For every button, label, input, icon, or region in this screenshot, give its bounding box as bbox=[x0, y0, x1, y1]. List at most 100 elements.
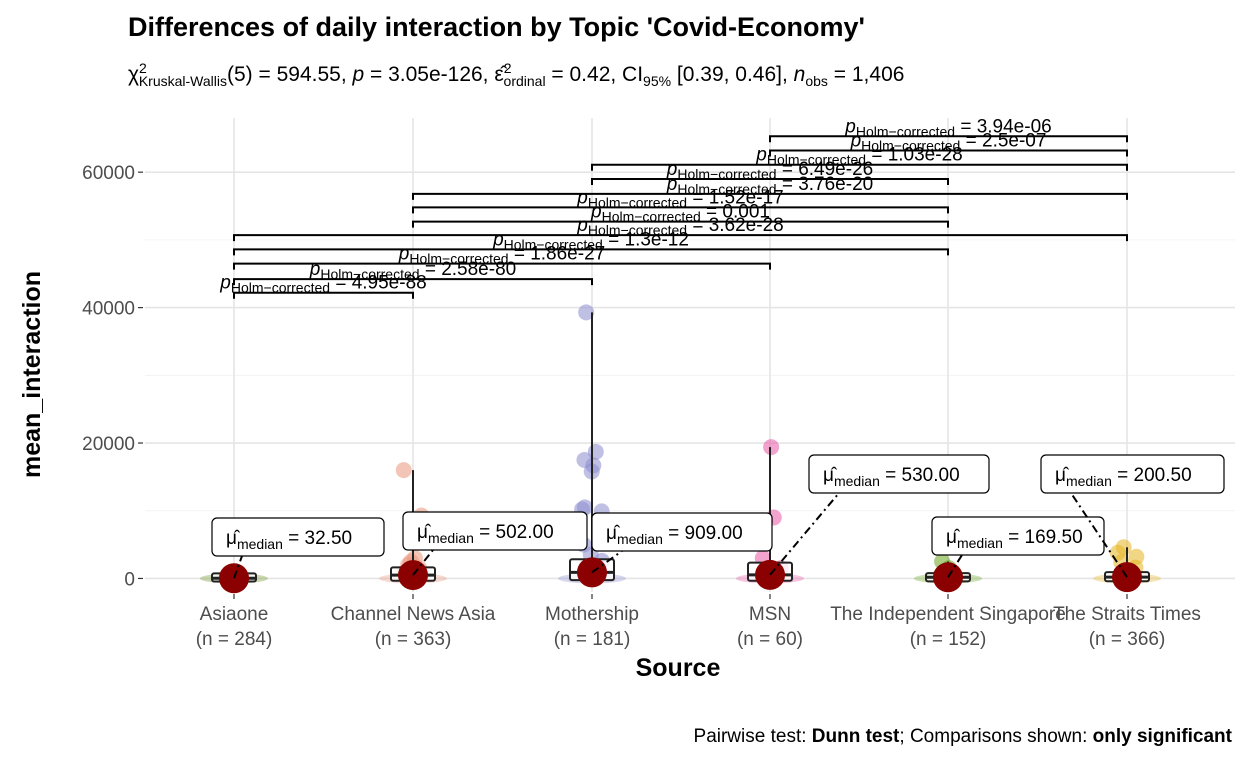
y-tick-label: 20000 bbox=[82, 434, 135, 455]
y-tick-label: 0 bbox=[124, 569, 135, 590]
y-tick-label: 60000 bbox=[82, 163, 135, 184]
comparison-bracket: pHolm−corrected = 4.95e-88 bbox=[219, 273, 427, 299]
median-sub: median bbox=[617, 531, 663, 547]
median-label-box bbox=[931, 516, 1105, 556]
grid-lines bbox=[145, 118, 1235, 592]
median-label-text: μ̂median = 909.00 bbox=[606, 523, 743, 547]
bracket-label: pHolm−corrected = 3.94e-06 bbox=[844, 116, 1051, 139]
p-sub: Holm−corrected bbox=[231, 280, 330, 296]
p-value: = 3.62e-28 bbox=[687, 215, 784, 236]
subtitle-ci-sub: 95% bbox=[643, 73, 672, 90]
subtitle-p-value: = 3.05e-126, bbox=[364, 63, 495, 86]
p-symbol: p bbox=[844, 116, 856, 137]
subtitle-eps-value: = 0.42, CI bbox=[545, 63, 644, 86]
x-tick-count-label: (n = 60) bbox=[737, 629, 803, 650]
median-label: μ̂median = 169.50 bbox=[931, 516, 1105, 578]
x-tick-count-label: (n = 284) bbox=[196, 629, 273, 650]
median-value: = 169.50 bbox=[1003, 527, 1083, 548]
subtitle-p-symbol: p bbox=[352, 63, 365, 86]
subtitle-n-sub: obs bbox=[805, 73, 828, 90]
bracket-label: pHolm−corrected = 4.95e-88 bbox=[219, 273, 426, 296]
p-sub: Holm−corrected bbox=[677, 181, 776, 197]
median-value: = 32.50 bbox=[283, 528, 352, 549]
comparison-bracket: pHolm−corrected = 3.62e-28 bbox=[233, 215, 1128, 242]
comparison-bracket: pHolm−corrected = 1.86e-27 bbox=[233, 244, 771, 270]
x-tick-label: The Independent Singapore bbox=[830, 604, 1066, 625]
group-the-independent-singapore bbox=[914, 553, 982, 593]
comparison-bracket: pHolm−corrected = 3.94e-06 bbox=[769, 116, 1128, 143]
median-leader-line bbox=[412, 549, 434, 576]
group-the-straits-times bbox=[1093, 539, 1161, 593]
x-tick-label: The Straits Times bbox=[1053, 604, 1201, 625]
chart-title: Differences of daily interaction by Topi… bbox=[128, 12, 865, 42]
p-symbol: p bbox=[590, 202, 602, 223]
median-label-box bbox=[591, 512, 773, 552]
p-value: = 1.52e-17 bbox=[687, 187, 784, 208]
median-label-text: μ̂median = 200.50 bbox=[1055, 465, 1192, 489]
p-symbol: p bbox=[219, 273, 231, 294]
x-tick-count-label: (n = 366) bbox=[1089, 629, 1166, 650]
median-label-text: μ̂median = 169.50 bbox=[946, 527, 1083, 551]
comparison-bracket: pHolm−corrected = 1.52e-17 bbox=[412, 187, 949, 214]
p-sub: Holm−corrected bbox=[856, 123, 955, 139]
bracket-line bbox=[769, 135, 1128, 143]
p-sub: Holm−corrected bbox=[409, 251, 508, 267]
y-tick-label: 40000 bbox=[82, 299, 135, 320]
x-tick-label: Mothership bbox=[545, 604, 639, 625]
subtitle-ci-value: [0.39, 0.46], bbox=[671, 63, 794, 86]
p-symbol: p bbox=[666, 174, 678, 195]
p-symbol: p bbox=[398, 244, 410, 265]
median-value: = 530.00 bbox=[880, 465, 960, 486]
p-sub: Holm−corrected bbox=[767, 152, 866, 168]
bracket-line bbox=[769, 149, 1128, 157]
p-symbol: p bbox=[755, 145, 767, 166]
p-value: = 3.94e-06 bbox=[955, 116, 1052, 137]
bracket-line bbox=[412, 220, 949, 228]
comparison-bracket: pHolm−corrected = 6.49e-26 bbox=[591, 159, 949, 185]
bracket-label: pHolm−corrected = 1.52e-17 bbox=[576, 187, 783, 210]
x-tick-label: Channel News Asia bbox=[331, 604, 496, 625]
x-tick-label: MSN bbox=[749, 604, 791, 625]
subtitle-n-value: = 1,406 bbox=[827, 63, 905, 86]
median-label-box bbox=[1040, 454, 1225, 494]
y-axis: 0 20000 40000 60000 bbox=[82, 163, 143, 590]
median-sub: median bbox=[957, 535, 1003, 551]
chart-subtitle: χ2Kruskal-Wallis(5) = 594.55, p = 3.05e-… bbox=[128, 60, 904, 89]
bracket-line bbox=[233, 262, 771, 270]
p-sub: Holm−corrected bbox=[861, 138, 960, 154]
median-label: μ̂median = 502.00 bbox=[402, 511, 588, 576]
group-asiaone bbox=[200, 563, 268, 594]
caption-test: Dunn test bbox=[811, 726, 900, 747]
bracket-line bbox=[233, 248, 949, 256]
subtitle-df: (5) = 594.55, bbox=[226, 63, 353, 86]
bracket-line bbox=[233, 291, 414, 299]
bracket-line bbox=[233, 234, 1128, 242]
bracket-line bbox=[412, 192, 1128, 200]
p-sub: Holm−corrected bbox=[602, 209, 701, 225]
median-leader-line bbox=[591, 550, 623, 574]
median-leader-line bbox=[233, 555, 243, 579]
median-label: μ̂median = 530.00 bbox=[769, 454, 990, 576]
subtitle-eps-sup: 2 bbox=[503, 60, 512, 76]
median-sub: median bbox=[237, 536, 283, 552]
p-value: = 4.95e-88 bbox=[330, 273, 427, 294]
p-sub: Holm−corrected bbox=[588, 222, 687, 238]
caption-shown: only significant bbox=[1092, 726, 1232, 747]
x-tick-count-label: (n = 181) bbox=[554, 629, 631, 650]
subtitle-stat-sub: Kruskal-Wallis bbox=[138, 73, 227, 90]
x-axis-label-wrap: Source bbox=[0, 654, 1248, 683]
data-point bbox=[395, 462, 412, 479]
subtitle-n-symbol: n bbox=[793, 63, 806, 86]
data-point bbox=[763, 439, 780, 456]
subtitle-eps-sub: ordinal bbox=[503, 73, 546, 90]
x-tick-label: Asiaone bbox=[200, 604, 269, 625]
bracket-line bbox=[233, 278, 593, 286]
median-sub: median bbox=[834, 473, 880, 489]
p-sub: Holm−corrected bbox=[588, 194, 687, 210]
p-symbol: p bbox=[666, 159, 678, 180]
p-symbol: p bbox=[309, 259, 321, 280]
x-tick-count-label: (n = 152) bbox=[910, 629, 987, 650]
comparisons: pHolm−corrected = 4.95e-88pHolm−correcte… bbox=[219, 116, 1128, 299]
p-sub: Holm−corrected bbox=[320, 266, 419, 282]
